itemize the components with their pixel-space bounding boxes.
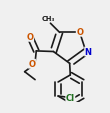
Text: O: O — [28, 60, 36, 69]
Text: N: N — [85, 48, 92, 56]
Text: O: O — [27, 33, 34, 42]
Text: Cl: Cl — [66, 93, 75, 102]
Text: O: O — [76, 28, 83, 37]
Text: CH₃: CH₃ — [41, 16, 55, 22]
